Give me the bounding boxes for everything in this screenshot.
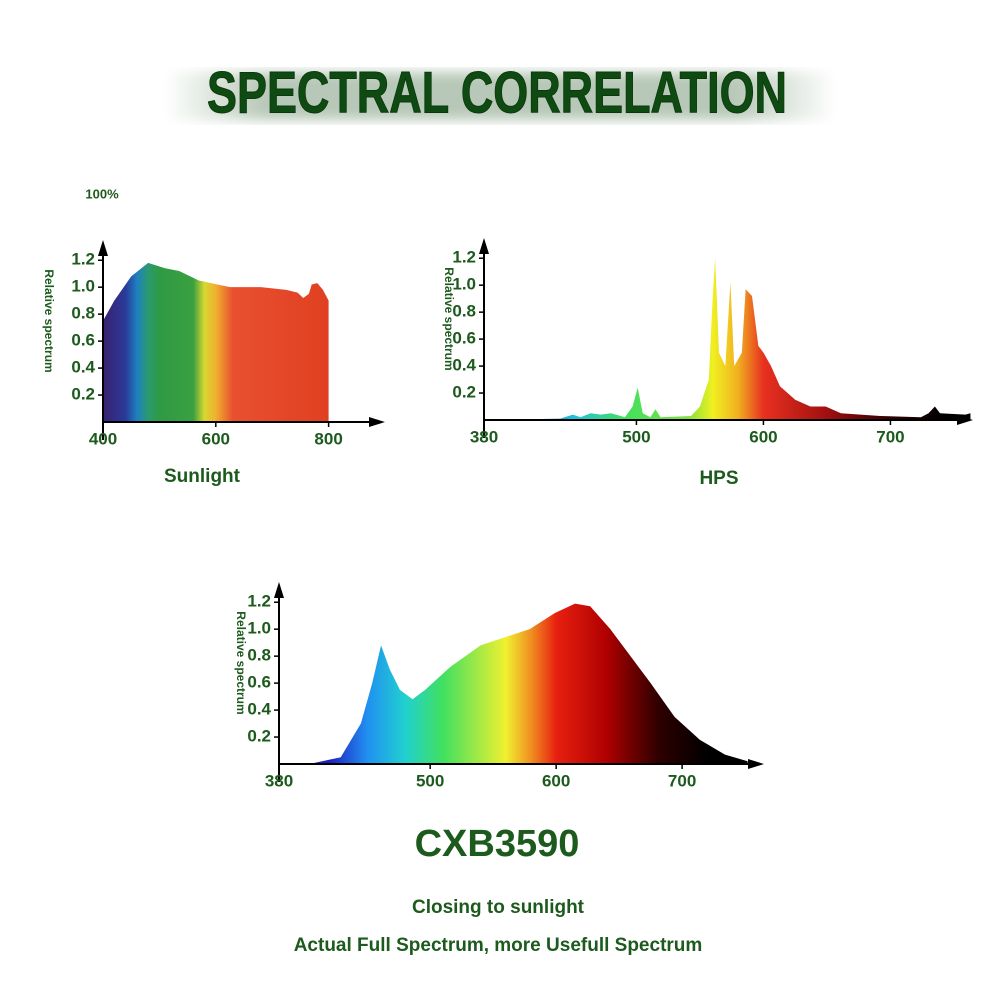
x-tick-label: 500 bbox=[622, 427, 650, 446]
y-tick-label: 0.8 bbox=[71, 304, 95, 323]
annotation: 100% bbox=[85, 186, 119, 201]
y-arrow bbox=[274, 582, 284, 598]
chart-title: Sunlight bbox=[164, 466, 241, 487]
x-tick-label: 380 bbox=[470, 427, 498, 446]
chart-title: CXB3590 bbox=[415, 823, 580, 865]
x-tick-label: 500 bbox=[416, 771, 444, 790]
y-tick-label: 1.2 bbox=[71, 250, 95, 269]
y-arrow bbox=[479, 238, 489, 254]
spectrum-area bbox=[484, 258, 971, 420]
y-axis-label: Relative spectrum bbox=[42, 269, 56, 372]
x-tick-label: 700 bbox=[668, 771, 696, 790]
x-arrow bbox=[748, 759, 764, 769]
x-tick-label: 380 bbox=[265, 771, 293, 790]
y-tick-label: 1.2 bbox=[247, 592, 271, 611]
x-arrow bbox=[369, 417, 385, 427]
y-tick-label: 0.6 bbox=[71, 331, 95, 350]
x-tick-label: 700 bbox=[876, 427, 904, 446]
spectrum-area bbox=[309, 603, 748, 764]
x-tick-label: 600 bbox=[202, 429, 230, 448]
y-tick-label: 1.2 bbox=[452, 248, 476, 267]
y-tick-label: 1.0 bbox=[452, 275, 476, 294]
y-tick-label: 1.0 bbox=[71, 277, 95, 296]
y-tick-label: 0.2 bbox=[71, 385, 95, 404]
y-tick-label: 0.4 bbox=[247, 700, 271, 719]
y-tick-label: 0.8 bbox=[452, 302, 476, 321]
caption: Closing to sunlight bbox=[412, 897, 585, 918]
y-tick-label: 0.2 bbox=[452, 383, 476, 402]
x-tick-label: 800 bbox=[314, 429, 342, 448]
y-tick-label: 0.2 bbox=[247, 727, 271, 746]
y-axis-label: Relative spectrum bbox=[234, 611, 248, 714]
page-title: SPECTRAL CORRELATION bbox=[207, 60, 787, 125]
y-tick-label: 0.4 bbox=[452, 356, 476, 375]
y-arrow bbox=[98, 240, 108, 256]
y-tick-label: 0.8 bbox=[247, 646, 271, 665]
x-tick-label: 600 bbox=[749, 427, 777, 446]
x-arrow bbox=[957, 415, 973, 425]
spectrum-area bbox=[103, 262, 329, 422]
y-tick-label: 1.0 bbox=[247, 619, 271, 638]
y-tick-label: 0.6 bbox=[247, 673, 271, 692]
x-tick-label: 600 bbox=[542, 771, 570, 790]
y-axis-label: Relative spectrum bbox=[442, 267, 456, 370]
chart-title: HPS bbox=[699, 468, 738, 489]
y-tick-label: 0.4 bbox=[71, 358, 95, 377]
title-halo bbox=[165, 72, 835, 120]
x-tick-label: 400 bbox=[89, 429, 117, 448]
caption: Actual Full Spectrum, more Usefull Spect… bbox=[294, 935, 703, 956]
y-tick-label: 0.6 bbox=[452, 329, 476, 348]
